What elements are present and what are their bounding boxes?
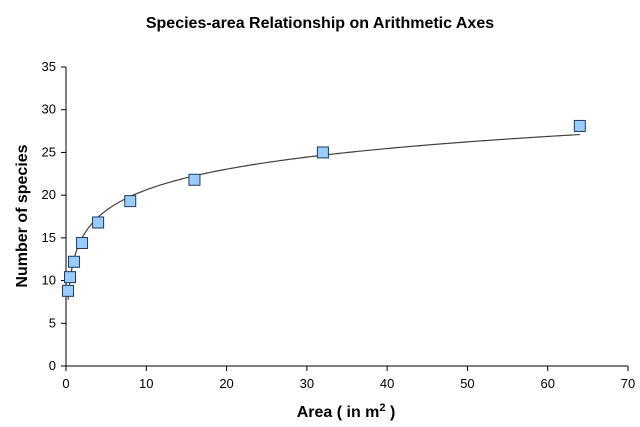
data-point: [62, 284, 75, 297]
x-ticks: 0 10 20 30 40 50 60 70: [62, 366, 635, 391]
data-point: [92, 216, 105, 229]
x-tick-label: 60: [540, 376, 554, 391]
x-tick-label: 30: [300, 376, 314, 391]
x-tick-label: 10: [139, 376, 153, 391]
x-tick-label: 50: [460, 376, 474, 391]
y-tick-label: 15: [42, 230, 56, 245]
x-tick-label: 40: [380, 376, 394, 391]
y-tick-label: 5: [49, 315, 56, 330]
data-point: [76, 236, 89, 249]
x-axis-label: Area ( in m2 ): [297, 402, 396, 421]
x-axis-label-text: Area ( in m: [297, 404, 380, 421]
y-tick-label: 35: [42, 59, 56, 74]
x-tick-label: 70: [621, 376, 635, 391]
data-point: [68, 255, 81, 268]
y-tick-label: 20: [42, 187, 56, 202]
y-tick-label: 0: [49, 358, 56, 373]
data-point: [316, 146, 329, 159]
trend-line: [67, 133, 580, 300]
y-tick-label: 10: [42, 273, 56, 288]
chart-title: Species-area Relationship on Arithmetic …: [146, 15, 494, 32]
data-point: [188, 173, 201, 186]
y-axis-label: Number of species: [14, 144, 31, 287]
x-axis-label-suffix: ): [386, 404, 396, 421]
data-markers: [62, 119, 586, 297]
data-point: [573, 119, 586, 132]
axes: [65, 67, 628, 367]
y-ticks: 0 5 10 15 20 25 30 35: [42, 59, 66, 373]
y-tick-label: 30: [42, 102, 56, 117]
data-point: [124, 195, 137, 208]
x-axis-label-superscript: 2: [379, 402, 385, 414]
x-tick-label: 20: [219, 376, 233, 391]
data-point: [64, 271, 77, 284]
x-tick-label: 0: [62, 376, 69, 391]
y-tick-label: 25: [42, 144, 56, 159]
